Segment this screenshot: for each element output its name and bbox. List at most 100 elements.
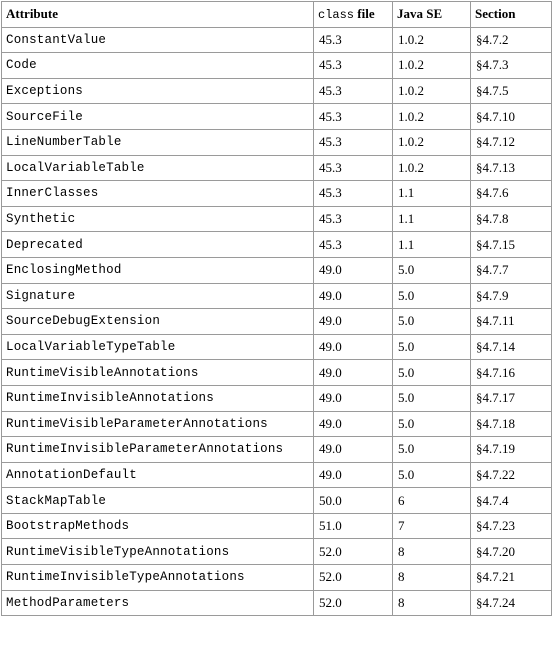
attribute-cell: MethodParameters xyxy=(1,589,314,617)
attribute-cell: BootstrapMethods xyxy=(1,512,314,540)
java-se-cell: 1.0.2 xyxy=(392,77,471,105)
section-cell: §4.7.15 xyxy=(470,231,552,258)
attribute-cell: AnnotationDefault xyxy=(1,461,314,489)
class-file-cell: 45.3 xyxy=(313,103,393,130)
section-cell: §4.7.12 xyxy=(470,128,552,156)
table-row: RuntimeVisibleParameterAnnotations 49.0 5.… xyxy=(1,410,552,438)
java-se-cell: 1.1 xyxy=(392,180,471,207)
table-row: ConstantValue 45.3 1.0.2 §4.7.2 xyxy=(1,26,552,54)
section-cell: §4.7.19 xyxy=(470,436,552,463)
table-body: ConstantValue 45.3 1.0.2 §4.7.2 Code 45.3 1.0.… xyxy=(1,26,552,617)
attribute-cell: EnclosingMethod xyxy=(1,256,314,284)
table-row: EnclosingMethod 49.0 5.0 §4.7.7 xyxy=(1,256,552,284)
header-attribute: Attribute xyxy=(1,1,314,28)
attribute-cell: Synthetic xyxy=(1,205,314,233)
section-cell: §4.7.13 xyxy=(470,154,552,182)
class-file-cell: 49.0 xyxy=(313,282,393,310)
table-row: SourceFile 45.3 1.0.2 §4.7.10 xyxy=(1,103,552,130)
section-cell: §4.7.17 xyxy=(470,384,552,412)
attribute-cell: RuntimeInvisibleParameterAnnotations xyxy=(1,436,314,463)
table-row: AnnotationDefault 49.0 5.0 §4.7.22 xyxy=(1,461,552,489)
java-se-cell: 5.0 xyxy=(392,333,471,361)
java-se-cell: 1.0.2 xyxy=(392,103,471,130)
class-file-cell: 45.3 xyxy=(313,231,393,258)
attribute-cell: RuntimeInvisibleAnnotations xyxy=(1,384,314,412)
table-row: SourceDebugExtension 49.0 5.0 §4.7.11 xyxy=(1,308,552,335)
java-se-cell: 1.0.2 xyxy=(392,154,471,182)
section-cell: §4.7.7 xyxy=(470,256,552,284)
header-section: Section xyxy=(470,1,552,28)
section-cell: §4.7.22 xyxy=(470,461,552,489)
class-file-cell: 45.3 xyxy=(313,154,393,182)
java-se-cell: 5.0 xyxy=(392,308,471,335)
section-cell: §4.7.24 xyxy=(470,589,552,617)
table-row: LocalVariableTypeTable 49.0 5.0 §4.7.14 xyxy=(1,333,552,361)
section-cell: §4.7.21 xyxy=(470,564,552,591)
class-file-cell: 49.0 xyxy=(313,359,393,386)
class-file-cell: 45.3 xyxy=(313,128,393,156)
class-file-cell: 52.0 xyxy=(313,564,393,591)
attribute-cell: Signature xyxy=(1,282,314,310)
header-class-code: class xyxy=(318,8,355,23)
table-row: RuntimeInvisibleParameterAnnotations 49.0… xyxy=(1,436,552,463)
table-row: Deprecated 45.3 1.1 §4.7.15 xyxy=(1,231,552,258)
header-class-file-word: file xyxy=(357,6,375,22)
table-row: Synthetic 45.3 1.1 §4.7.8 xyxy=(1,205,552,233)
class-file-cell: 52.0 xyxy=(313,589,393,617)
attribute-cell: RuntimeVisibleAnnotations xyxy=(1,359,314,386)
java-se-cell: 8 xyxy=(392,538,471,566)
class-file-cell: 45.3 xyxy=(313,205,393,233)
class-file-cell: 45.3 xyxy=(313,52,393,79)
java-se-cell: 5.0 xyxy=(392,384,471,412)
section-cell: §4.7.11 xyxy=(470,308,552,335)
class-file-cell: 51.0 xyxy=(313,512,393,540)
java-se-cell: 1.1 xyxy=(392,231,471,258)
class-file-cell: 49.0 xyxy=(313,333,393,361)
table-row: BootstrapMethods 51.0 7 §4.7.23 xyxy=(1,512,552,540)
section-cell: §4.7.6 xyxy=(470,180,552,207)
table-row: RuntimeVisibleAnnotations 49.0 5.0 §4.7.16 xyxy=(1,359,552,386)
table-row: InnerClasses 45.3 1.1 §4.7.6 xyxy=(1,180,552,207)
table-row: Signature 49.0 5.0 §4.7.9 xyxy=(1,282,552,310)
java-se-cell: 8 xyxy=(392,564,471,591)
java-se-cell: 5.0 xyxy=(392,410,471,438)
java-se-cell: 7 xyxy=(392,512,471,540)
class-file-cell: 49.0 xyxy=(313,410,393,438)
class-file-cell: 49.0 xyxy=(313,384,393,412)
attribute-cell: Exceptions xyxy=(1,77,314,105)
section-cell: §4.7.23 xyxy=(470,512,552,540)
java-se-cell: 1.1 xyxy=(392,205,471,233)
section-cell: §4.7.18 xyxy=(470,410,552,438)
class-file-cell: 45.3 xyxy=(313,180,393,207)
java-se-cell: 5.0 xyxy=(392,359,471,386)
attribute-cell: ConstantValue xyxy=(1,26,314,54)
table-row: LineNumberTable 45.3 1.0.2 §4.7.12 xyxy=(1,128,552,156)
java-se-cell: 1.0.2 xyxy=(392,128,471,156)
attribute-cell: RuntimeInvisibleTypeAnnotations xyxy=(1,564,314,591)
header-java-se: Java SE xyxy=(392,1,471,28)
java-se-cell: 5.0 xyxy=(392,461,471,489)
section-cell: §4.7.9 xyxy=(470,282,552,310)
java-se-cell: 1.0.2 xyxy=(392,26,471,54)
section-cell: §4.7.8 xyxy=(470,205,552,233)
attribute-cell: Code xyxy=(1,52,314,79)
class-file-cell: 49.0 xyxy=(313,308,393,335)
table-row: Code 45.3 1.0.2 §4.7.3 xyxy=(1,52,552,79)
section-cell: §4.7.14 xyxy=(470,333,552,361)
class-file-cell: 49.0 xyxy=(313,256,393,284)
table-row: RuntimeInvisibleAnnotations 49.0 5.0 §4.7.1… xyxy=(1,384,552,412)
section-cell: §4.7.3 xyxy=(470,52,552,79)
java-se-cell: 6 xyxy=(392,487,471,514)
section-cell: §4.7.4 xyxy=(470,487,552,514)
table-row: StackMapTable 50.0 6 §4.7.4 xyxy=(1,487,552,514)
attributes-table: Attribute class file Java SE Section Con… xyxy=(1,1,552,617)
section-cell: §4.7.20 xyxy=(470,538,552,566)
class-file-cell: 50.0 xyxy=(313,487,393,514)
attribute-cell: Deprecated xyxy=(1,231,314,258)
attribute-cell: SourceDebugExtension xyxy=(1,308,314,335)
section-cell: §4.7.16 xyxy=(470,359,552,386)
attributes-table-container: Attribute class file Java SE Section Con… xyxy=(1,1,552,617)
attribute-cell: LineNumberTable xyxy=(1,128,314,156)
java-se-cell: 1.0.2 xyxy=(392,52,471,79)
section-cell: §4.7.10 xyxy=(470,103,552,130)
